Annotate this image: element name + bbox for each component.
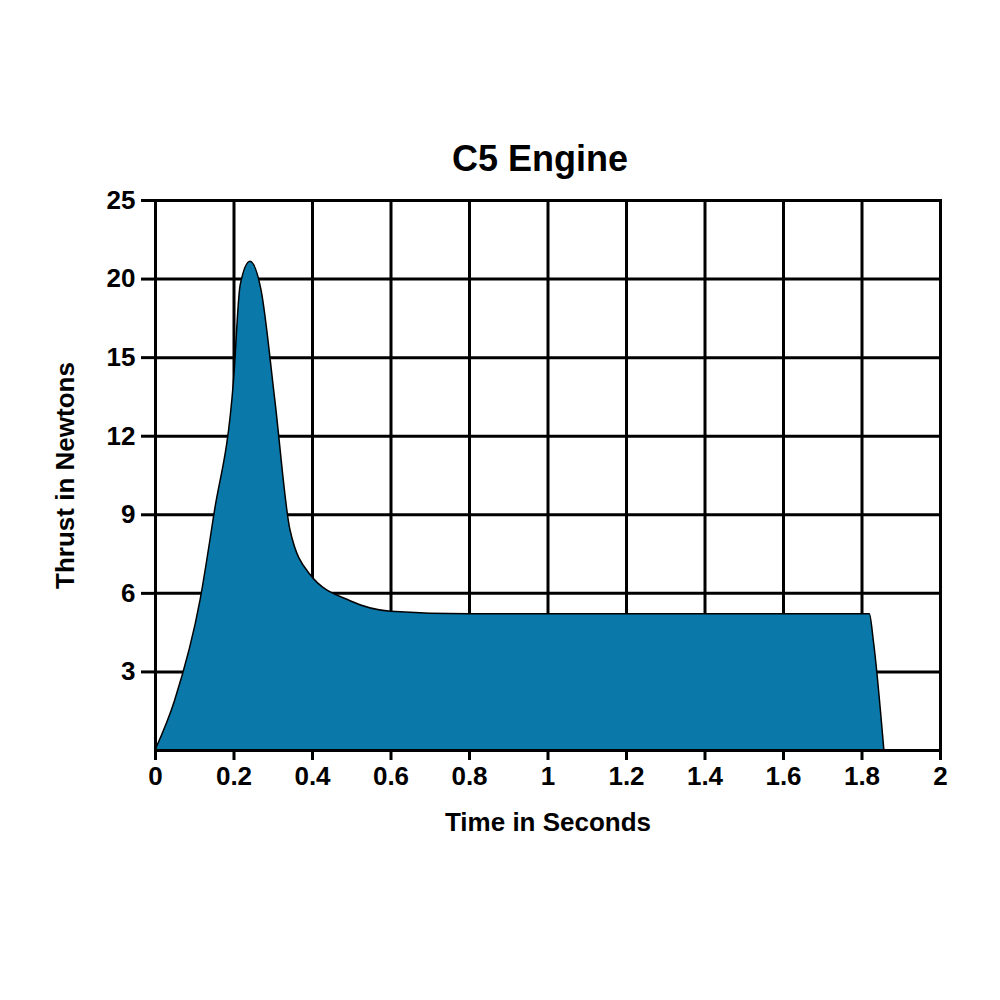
svg-text:1.2: 1.2 <box>608 761 644 791</box>
svg-text:1.6: 1.6 <box>765 761 801 791</box>
svg-text:1.8: 1.8 <box>844 761 880 791</box>
svg-text:1.4: 1.4 <box>687 761 724 791</box>
svg-text:Thrust in Newtons: Thrust in Newtons <box>50 362 80 589</box>
svg-text:15: 15 <box>107 342 136 372</box>
html-text:C5 Engine: C5 Engine <box>452 138 628 179</box>
svg-text:20: 20 <box>107 263 136 293</box>
svg-text:2: 2 <box>933 761 947 791</box>
svg-text:0.6: 0.6 <box>373 761 409 791</box>
svg-text:0.4: 0.4 <box>294 761 331 791</box>
svg-text:0.8: 0.8 <box>451 761 487 791</box>
svg-text:Time in Seconds: Time in Seconds <box>445 807 651 837</box>
svg-text:0.2: 0.2 <box>216 761 252 791</box>
svg-text:12: 12 <box>107 421 136 451</box>
svg-text:6: 6 <box>121 578 135 608</box>
svg-text:3: 3 <box>121 656 135 686</box>
svg-text:1: 1 <box>541 761 555 791</box>
svg-text:0: 0 <box>148 761 162 791</box>
svg-text:25: 25 <box>107 185 136 215</box>
svg-text:9: 9 <box>121 499 135 529</box>
